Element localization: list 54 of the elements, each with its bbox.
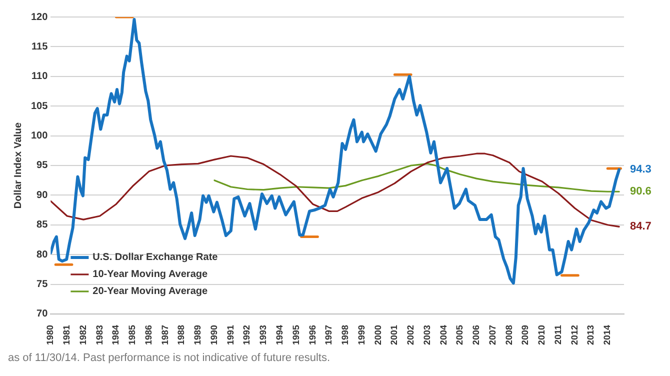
x-tick-label: 2003 xyxy=(422,324,432,346)
x-tick-label: 2004 xyxy=(438,324,448,346)
data-label: 90.6 xyxy=(630,186,652,198)
y-tick-label: 80 xyxy=(36,249,48,260)
x-tick-label: 1989 xyxy=(192,324,203,346)
text: as of 11/30/14. Past performance is not indicative of future results. xyxy=(8,352,332,364)
x-tick-label: 2001 xyxy=(389,324,400,346)
x-tick-label: 2014 xyxy=(602,324,612,346)
y-tick-label: 110 xyxy=(32,71,48,82)
y-tick-label: 90 xyxy=(36,190,48,201)
x-tick-label: 1997 xyxy=(324,324,334,346)
y-axis-title: Dollar Index Value xyxy=(12,122,24,209)
x-tick-label: 2007 xyxy=(487,324,498,346)
y-tick-label: 75 xyxy=(36,279,48,290)
x-tick-label: 1995 xyxy=(290,324,301,346)
x-tick-label: 1993 xyxy=(258,324,268,346)
y-tick-label: 95 xyxy=(36,160,48,172)
x-tick-label: 2011 xyxy=(552,324,563,345)
x-tick-label: 1980 xyxy=(45,324,56,346)
x-tick-label: 2008 xyxy=(504,324,514,346)
x-tick-label: 1983 xyxy=(94,324,104,346)
x-tick-label: 2012 xyxy=(569,324,580,346)
y-tick-label: 105 xyxy=(30,100,48,112)
x-tick-label: 2002 xyxy=(406,324,416,346)
legend-label: 20-Year Moving Average xyxy=(92,286,208,298)
x-tick-label: 1994 xyxy=(274,324,284,346)
x-tick-label: 1992 xyxy=(242,324,252,346)
legend-label: 10-Year Moving Average xyxy=(92,269,208,280)
data-label: 94.3 xyxy=(630,164,652,176)
x-tick-label: 2006 xyxy=(471,324,482,346)
x-tick-label: 1985 xyxy=(127,324,138,346)
x-tick-label: 1981 xyxy=(62,324,72,346)
x-tick-label: 1991 xyxy=(225,324,236,346)
y-tick-label: 100 xyxy=(30,130,48,142)
x-tick-label: 2013 xyxy=(586,324,596,346)
x-tick-label: 1982 xyxy=(78,324,88,346)
x-tick-label: 2000 xyxy=(372,324,383,346)
x-tick-label: 1984 xyxy=(110,324,121,346)
x-tick-label: 2005 xyxy=(454,324,465,346)
y-tick-label: 85 xyxy=(36,220,48,231)
x-tick-label: 1999 xyxy=(356,324,366,346)
x-tick-label: 1987 xyxy=(160,324,170,346)
x-tick-label: 2010 xyxy=(536,324,547,346)
x-tick-label: 1998 xyxy=(340,324,350,346)
legend-label: U.S. Dollar Exchange Rate xyxy=(92,252,218,264)
y-tick-label: 120 xyxy=(30,12,48,23)
x-tick-label: 1988 xyxy=(176,324,186,346)
y-tick-label: 70 xyxy=(36,308,48,320)
x-tick-label: 2009 xyxy=(520,324,530,346)
y-tick-label: 115 xyxy=(32,41,48,52)
x-tick-label: 1986 xyxy=(143,324,154,346)
x-tick-label: 1990 xyxy=(208,324,219,346)
x-tick-label: 1996 xyxy=(307,324,318,346)
data-label: 84.7 xyxy=(630,220,652,233)
